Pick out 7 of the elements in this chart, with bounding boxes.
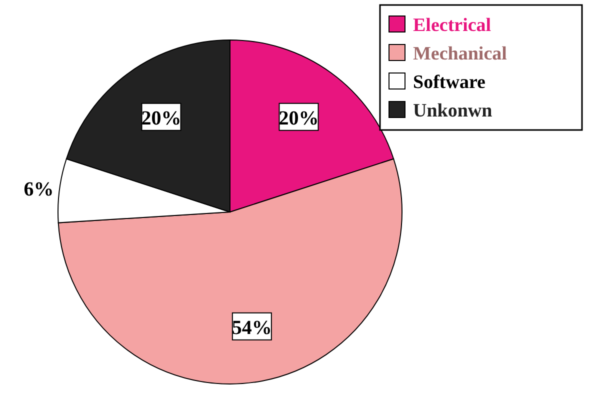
data-label: 6% — [24, 178, 54, 201]
legend-label: Unkonwn — [413, 100, 493, 122]
legend-label: Mechanical — [413, 44, 507, 64]
legend-label: Software — [413, 72, 486, 93]
legend-label: Electrical — [413, 15, 492, 36]
data-label: 20% — [278, 107, 319, 130]
data-label: 20% — [141, 107, 182, 130]
